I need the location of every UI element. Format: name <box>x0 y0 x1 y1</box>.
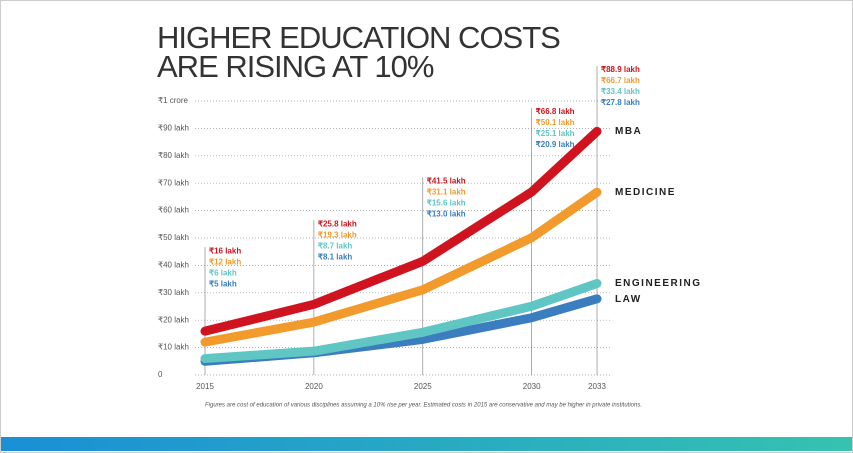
y-tick-label: ₹70 lakh <box>158 178 189 187</box>
value-label: ₹8.7 lakh <box>318 241 353 250</box>
value-label: ₹5 lakh <box>209 279 237 288</box>
value-label: ₹15.6 lakh <box>427 198 466 207</box>
value-label: ₹20.9 lakh <box>536 140 575 149</box>
x-tick-label: 2025 <box>414 382 432 391</box>
series-label: LAW <box>615 294 642 305</box>
y-tick-label: ₹60 lakh <box>158 206 189 215</box>
x-tick-label: 2030 <box>523 382 541 391</box>
value-label: ₹16 lakh <box>209 246 241 255</box>
value-label: ₹66.8 lakh <box>536 107 575 116</box>
y-tick-label: ₹1 crore <box>158 96 189 105</box>
value-label: ₹8.1 lakh <box>318 252 353 261</box>
footer-bar <box>1 437 852 451</box>
chart-title: HIGHER EDUCATION COSTS <box>157 20 560 55</box>
value-label: ₹27.8 lakh <box>601 98 640 107</box>
value-label: ₹25.1 lakh <box>536 129 575 138</box>
value-label: ₹13.0 lakh <box>427 209 466 218</box>
series-label: MBA <box>615 126 642 137</box>
value-label: ₹19.3 lakh <box>318 230 357 239</box>
series-line <box>200 126 602 336</box>
y-tick-label: ₹50 lakh <box>158 233 189 242</box>
value-label: ₹41.5 lakh <box>427 176 466 185</box>
y-tick-label: 0 <box>158 370 163 379</box>
x-tick-label: 2033 <box>588 382 606 391</box>
footnote: Figures are cost of education of various… <box>205 403 642 409</box>
value-label: ₹12 lakh <box>209 257 241 266</box>
y-tick-label: ₹30 lakh <box>158 288 189 297</box>
y-tick-label: ₹10 lakh <box>158 343 189 352</box>
y-tick-label: ₹80 lakh <box>158 151 189 160</box>
chart-title: ARE RISING AT 10% <box>157 49 434 84</box>
value-label: ₹50.1 lakh <box>536 118 575 127</box>
y-tick-label: ₹40 lakh <box>158 261 189 270</box>
value-label: ₹6 lakh <box>209 268 237 277</box>
value-label: ₹88.9 lakh <box>601 65 640 74</box>
value-label: ₹25.8 lakh <box>318 219 357 228</box>
x-tick-label: 2015 <box>196 382 214 391</box>
series-line <box>200 187 602 347</box>
y-tick-label: ₹20 lakh <box>158 315 189 324</box>
value-label: ₹31.1 lakh <box>427 187 466 196</box>
x-tick-label: 2020 <box>305 382 323 391</box>
value-label: ₹33.4 lakh <box>601 87 640 96</box>
value-label: ₹66.7 lakh <box>601 76 640 85</box>
series-label: MEDICINE <box>615 187 676 198</box>
series-line <box>200 278 602 364</box>
y-tick-label: ₹90 lakh <box>158 124 189 133</box>
series-label: ENGINEERING <box>615 278 702 289</box>
